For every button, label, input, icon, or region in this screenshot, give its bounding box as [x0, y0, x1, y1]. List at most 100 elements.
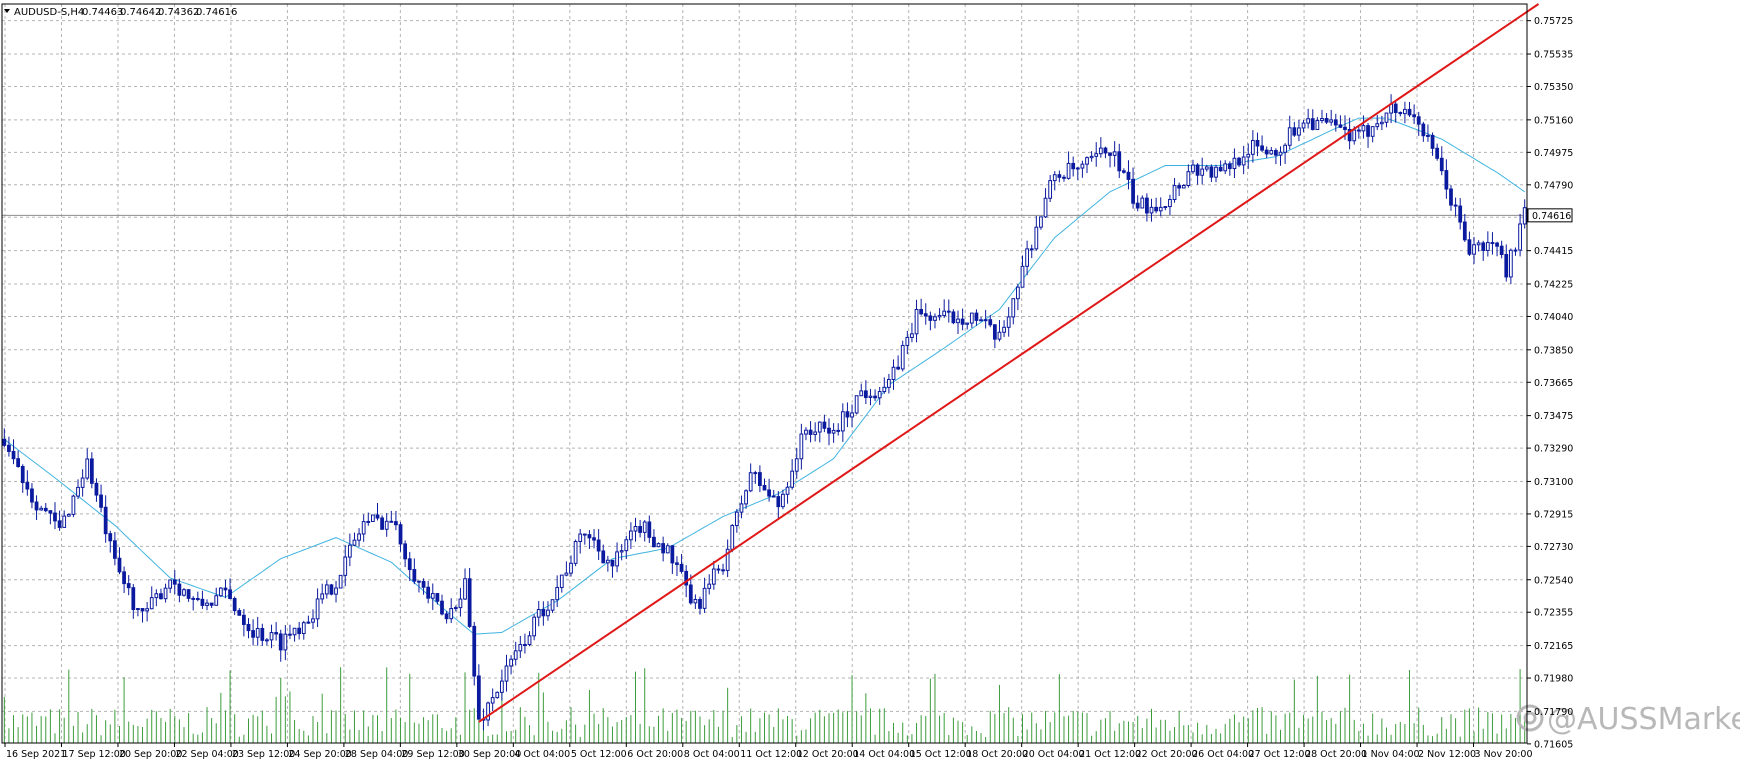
candle-bear	[1292, 127, 1297, 136]
candle-bull	[546, 609, 550, 617]
candle-bear	[186, 589, 191, 599]
candle-bear	[435, 593, 440, 602]
candle-bear	[140, 608, 145, 612]
candle-bull	[1094, 153, 1099, 157]
candle-bear	[1467, 239, 1472, 255]
trendline-line[interactable]	[478, 3, 1540, 723]
dropdown-triangle-icon[interactable]	[4, 9, 10, 13]
candle-bear	[767, 489, 771, 497]
candle-bull	[532, 616, 537, 637]
candle-bull	[1361, 125, 1366, 132]
candle-bull	[840, 411, 845, 432]
candle-bull	[1080, 163, 1085, 169]
candle-bull	[1204, 166, 1209, 170]
candle-bull	[1089, 155, 1094, 159]
candle-bear	[1255, 139, 1260, 147]
candle-bear	[1310, 118, 1315, 131]
candle-bull	[850, 412, 854, 418]
y-tick-label: 0.74040	[1534, 312, 1573, 323]
candle-bull	[1379, 121, 1384, 125]
candle-bull	[1246, 153, 1251, 158]
x-tick-label: 11 Oct 12:00	[740, 749, 802, 760]
y-tick-label: 0.72915	[1534, 509, 1573, 520]
candle-bull	[781, 493, 785, 508]
candle-bull	[500, 680, 504, 693]
candle-bull	[573, 540, 578, 564]
candle-bear	[1458, 205, 1463, 223]
candle-bull	[1513, 249, 1518, 252]
x-tick-label: 20 Oct 04:00	[1023, 749, 1085, 760]
candle-bull	[969, 312, 974, 324]
candle-bear	[444, 613, 449, 620]
candle-bull	[1191, 164, 1195, 173]
candle-bear	[48, 510, 53, 514]
candle-bull	[1002, 326, 1006, 333]
candle-bull	[624, 539, 629, 552]
candle-bear	[2, 438, 7, 446]
candle-bear	[1177, 185, 1182, 189]
candle-bull	[559, 574, 564, 588]
candle-bull	[578, 533, 583, 542]
candle-bear	[1338, 124, 1343, 128]
candle-bull	[458, 598, 463, 609]
candle-bull	[80, 477, 85, 488]
candle-bull	[813, 431, 818, 435]
candle-bull	[182, 589, 186, 596]
candle-bear	[1103, 147, 1108, 154]
candle-bull	[154, 593, 159, 599]
candle-bull	[1043, 197, 1048, 218]
candle-bull	[1075, 167, 1080, 170]
x-tick-label: 16 Sep 2021	[6, 749, 66, 760]
candle-bear	[228, 589, 232, 600]
candle-bear	[103, 506, 108, 535]
candle-bull	[933, 316, 937, 321]
candle-bear	[1135, 202, 1140, 209]
header-high: 0.74642	[120, 7, 161, 18]
candle-bull	[1269, 150, 1274, 155]
candle-bull	[739, 503, 744, 513]
x-tick-label: 20 Sep 20:00	[119, 749, 182, 760]
candle-bear	[1453, 204, 1458, 207]
moving-average	[3, 117, 1525, 635]
candle-bear	[237, 610, 242, 616]
aussmarkets-logo-icon	[1516, 704, 1544, 732]
candle-bear	[1117, 151, 1122, 172]
candle-bear	[117, 557, 122, 573]
trendline[interactable]	[478, 3, 1540, 723]
current-price-label: 0.74616	[1532, 211, 1571, 222]
candle-bear	[827, 427, 831, 434]
candle-bull	[490, 697, 495, 704]
candle-bear	[661, 543, 666, 554]
candle-bear	[159, 593, 163, 600]
candle-bull	[633, 525, 638, 532]
candle-bull	[564, 572, 569, 576]
candle-bear	[389, 520, 394, 523]
x-tick-label: 23 Sep 12:00	[232, 749, 295, 760]
candle-bull	[550, 599, 555, 611]
candle-bear	[771, 495, 776, 498]
candle-bear	[863, 390, 868, 398]
candle-bear	[57, 520, 62, 528]
candle-bear	[647, 521, 652, 538]
candle-bull	[324, 584, 329, 595]
candle-bear	[274, 632, 279, 635]
candle-bear	[582, 533, 587, 536]
candle-bull	[338, 574, 343, 589]
candle-bull	[1375, 123, 1380, 128]
candle-bull	[509, 658, 513, 667]
candle-bull	[619, 550, 624, 553]
candle-bear	[822, 421, 827, 429]
watermark-text: @AUSSMarkets	[1547, 702, 1740, 737]
candle-bull	[1278, 151, 1283, 156]
candle-bull	[1426, 134, 1430, 137]
candle-bear	[34, 501, 39, 511]
candle-bull	[887, 378, 891, 388]
candle-bull	[555, 586, 560, 601]
candle-bear	[1499, 245, 1504, 255]
candle-bull	[76, 486, 80, 497]
candle-bull	[283, 633, 288, 651]
price-axis[interactable]: 0.75725 0.75535 0.75350 0.75160 0.74975 0.747…	[1527, 16, 1573, 750]
